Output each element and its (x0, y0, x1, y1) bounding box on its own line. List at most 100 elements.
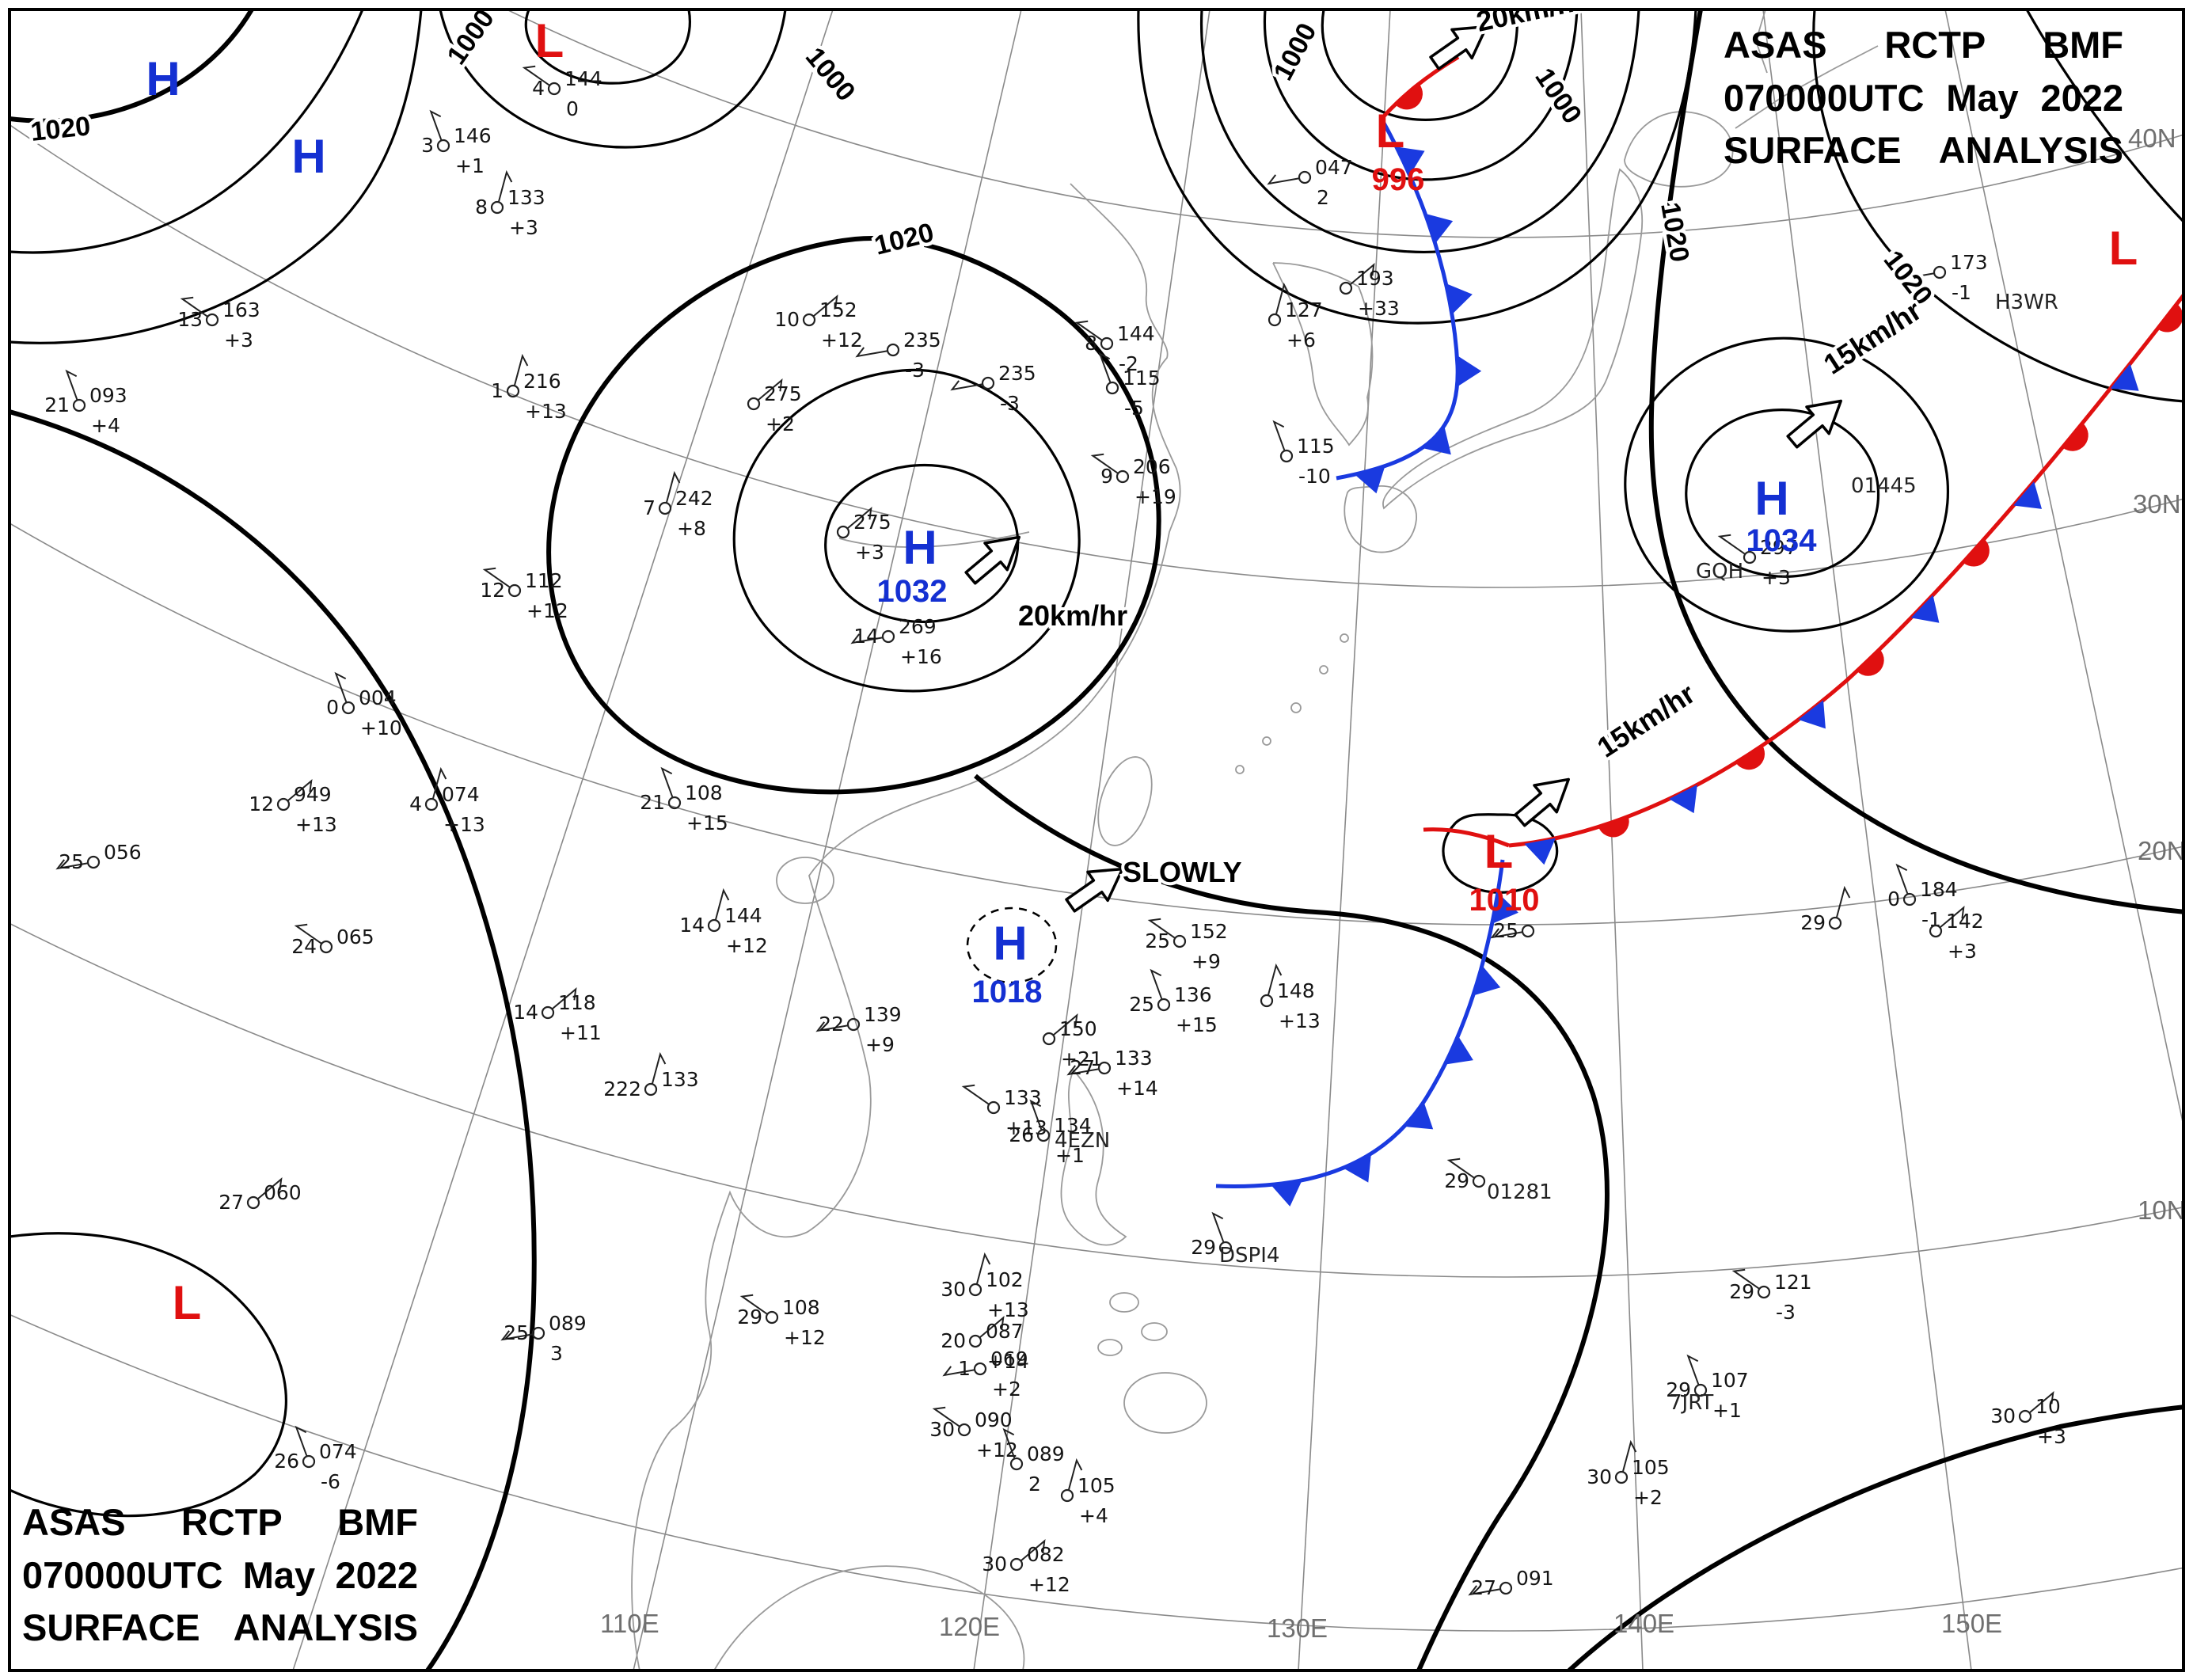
coastline-ryukyu-2 (1319, 665, 1328, 675)
station-plot: 142+3 (1929, 906, 1984, 963)
station-plot: 27 060 (219, 1177, 302, 1214)
low-center-symbol: L (535, 14, 564, 67)
station-tendency: -3 (905, 359, 925, 382)
station-plot: 4 074 +13 (409, 766, 485, 836)
station-pressure: 089 (1027, 1442, 1065, 1465)
wind-barb-icon (551, 987, 577, 1010)
coastline-ryukyu-4 (1262, 736, 1271, 746)
station-circle-icon (1173, 934, 1187, 948)
station-circle-icon (205, 313, 219, 327)
arrows-layer (964, 25, 1842, 913)
station-temp: 27 (1070, 1056, 1095, 1079)
station-plot: 13 163 +3 (177, 296, 260, 352)
station-circle-icon (707, 918, 721, 933)
station-temp: 13 (177, 308, 203, 331)
longitude-line-100e (292, 10, 834, 1670)
wind-barb-icon (1029, 1099, 1043, 1131)
station-tendency: -3 (1776, 1301, 1796, 1324)
movement-arrow-icon (1786, 399, 1842, 449)
station-pressure: 047 (1315, 156, 1353, 179)
station-circle-icon (644, 1082, 658, 1097)
station-plot: 30 105 +2 (1587, 1439, 1670, 1509)
warm-front-scallop-icon (2062, 423, 2088, 451)
station-plot: 24 065 (291, 923, 374, 958)
wind-barb-icon (1835, 885, 1851, 918)
wind-barb-icon (497, 169, 513, 203)
coastline-kyushu (1344, 485, 1417, 553)
station-temp: 21 (640, 791, 665, 814)
station-plot: 22 139 +9 (815, 1003, 902, 1056)
station-temp: 14 (853, 625, 879, 648)
station-tendency: +3 (855, 541, 884, 564)
cold-front-triangle-icon (1492, 892, 1518, 924)
isobar-line (974, 773, 1610, 1670)
center-pressure-value: 996 (1372, 162, 1425, 197)
station-tendency: +14 (987, 1350, 1029, 1373)
wind-barb-icon (2028, 1391, 2054, 1414)
station-pressure: 108 (685, 781, 723, 804)
isobar-line (1624, 336, 1949, 633)
station-circle-icon (1614, 1470, 1629, 1484)
station-pressure: 004 (359, 686, 397, 709)
wind-barb-icon (431, 766, 447, 800)
station-circle-icon (1693, 1383, 1708, 1397)
station-pressure: 275 (764, 382, 802, 405)
station-code: 7JRT (1669, 1391, 1713, 1415)
station-plot: 29 (1191, 1211, 1233, 1259)
station-temp: 25 (1129, 993, 1154, 1016)
station-circle-icon (846, 1017, 861, 1032)
station-circle-icon (1472, 1174, 1486, 1188)
station-pressure: 136 (1174, 983, 1212, 1006)
station-tendency: -3 (1000, 392, 1020, 415)
station-plot: 148+13 (1260, 963, 1321, 1032)
product-type: SURFACE ANALYSIS (1724, 129, 2123, 172)
station-circle-icon (1157, 998, 1171, 1012)
station-pressure: 152 (1190, 920, 1228, 943)
station-temp: 25 (59, 850, 84, 873)
cold-front-triangle-icon (1457, 355, 1482, 387)
wind-barb-icon (942, 1366, 975, 1377)
station-pressure: 108 (782, 1296, 820, 1319)
station-tendency: +13 (1279, 1009, 1321, 1032)
station-circle-icon (86, 855, 101, 869)
grid-labels-layer: 40N 30N 20N 10N 110E 120E 130E 140E 150E (600, 124, 2183, 1643)
station-plot: 150+21 (1042, 1013, 1103, 1070)
station-circle-icon (1009, 1557, 1024, 1572)
wind-barb-icon (294, 923, 322, 945)
station-circle-icon (957, 1423, 971, 1437)
longitude-label: 140E (1613, 1609, 1674, 1638)
coastline-hokkaido (1624, 111, 1734, 188)
station-circle-icon (658, 501, 672, 515)
wind-barb-icon (812, 295, 838, 317)
isobar-line (1137, 10, 1697, 325)
isobar-line (1321, 10, 1519, 121)
station-temp: 26 (274, 1450, 299, 1473)
station-circle-icon (802, 313, 816, 327)
station-tendency: +12 (821, 329, 863, 352)
station-temp: 26 (1009, 1123, 1034, 1146)
station-tendency: +15 (686, 811, 728, 834)
isobar-line (10, 10, 364, 254)
coastline-korea (1272, 262, 1374, 447)
longitude-line-160e (1944, 10, 2183, 1129)
station-circle-icon (341, 701, 355, 715)
station-tendency: +1 (1712, 1399, 1742, 1422)
station-pressure: 056 (104, 841, 142, 864)
station-temp: 27 (219, 1191, 244, 1214)
station-pressure: 150 (1059, 1017, 1097, 1040)
wind-barb-icon (815, 1021, 849, 1032)
station-temp: 222 (603, 1078, 641, 1100)
isobar-line (1685, 409, 1880, 578)
latitude-label: 40N (2128, 124, 2176, 153)
station-temp: 0 (1887, 888, 1900, 910)
station-pressure: 184 (1920, 878, 1958, 901)
wind-barb-icon (1731, 1268, 1760, 1290)
movement-label: 20km/hr (1473, 0, 1587, 38)
station-plot: 30 090+12 (929, 1406, 1018, 1461)
wind-barb-icon (932, 1406, 960, 1427)
station-circle-icon (1105, 381, 1119, 395)
wind-barb-icon (287, 779, 313, 802)
wind-barb-icon (65, 369, 78, 401)
station-temp: 20 (941, 1329, 966, 1352)
station-pressure: 139 (864, 1003, 902, 1026)
